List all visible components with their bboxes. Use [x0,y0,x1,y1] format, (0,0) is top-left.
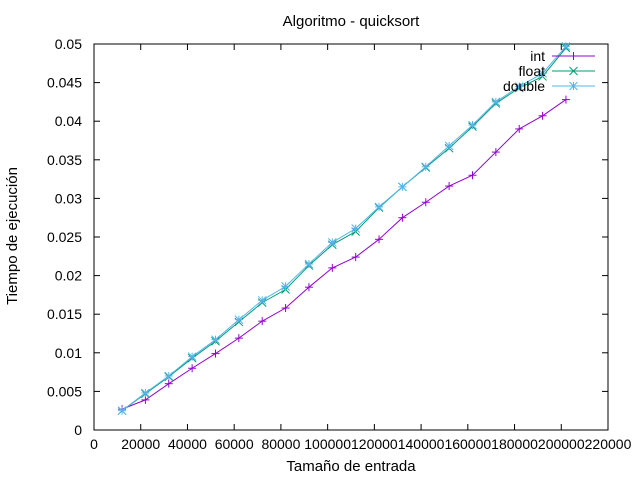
data-point-int [304,283,313,292]
data-point-int [188,364,197,373]
y-axis-label: Tiempo de ejecución [4,167,21,305]
data-point-double [468,120,477,130]
x-tick-label: 0 [90,436,98,452]
data-point-int [561,95,570,104]
data-point-int [328,263,337,272]
data-point-int [351,253,360,262]
y-tick-label: 0.045 [47,75,82,91]
data-point-int [141,395,150,404]
x-tick-label: 60000 [215,436,254,452]
data-point-int [491,148,500,157]
legend-marker-double [569,81,578,91]
data-point-double [561,41,571,51]
data-point-int [468,171,477,180]
data-point-double [374,202,384,212]
data-point-double [304,259,314,269]
data-point-double [538,68,547,78]
y-tick-label: 0.02 [55,268,82,284]
data-point-double [187,352,197,362]
data-point-int [281,304,290,313]
y-tick-label: 0.01 [55,345,82,361]
plot-border [93,43,609,431]
x-tick-label: 100000 [304,436,351,452]
data-point-double [351,224,361,233]
y-tick-label: 0.035 [47,152,82,168]
data-point-double [117,406,127,416]
data-point-double [398,182,407,192]
x-tick-label: 40000 [168,436,207,452]
data-point-double [281,282,290,291]
data-point-double [491,97,501,107]
data-point-double [164,371,174,381]
data-point-double [257,295,267,305]
data-point-int [234,334,243,343]
data-point-int [515,124,524,133]
y-tick-label: 0.015 [47,306,82,322]
series-line-int [121,99,567,410]
y-tick-label: 0.05 [55,36,82,52]
data-point-int [445,182,454,191]
data-point-double [141,388,150,398]
data-point-double [444,141,454,151]
data-point-double [421,162,431,172]
legend-label-int: int [530,48,545,64]
y-tick-label: 0.025 [47,229,82,245]
data-point-int [258,317,267,326]
data-point-int [538,111,547,120]
x-tick-label: 20000 [121,436,160,452]
legend-marker-int [569,52,578,60]
x-tick-label: 80000 [261,436,300,452]
data-point-int [398,213,407,222]
plot-area: 0 20000 40000 60000 80000 100000 120000 140000 1… [47,36,632,452]
data-point-int [211,349,220,358]
data-point-double [327,238,337,247]
x-tick-label: 220000 [585,436,632,452]
y-tick-label: 0 [74,422,82,438]
x-tick-label: 160000 [444,436,491,452]
legend-label-float: float [519,63,546,79]
x-tick-label: 140000 [398,436,445,452]
legend-label-double: double [503,78,545,94]
data-point-int [375,235,384,244]
x-axis-label: Tamaño de entrada [286,458,416,475]
data-point-double [234,315,244,324]
data-point-double [514,82,524,91]
data-point-int [164,379,173,388]
data-point-int [421,198,430,207]
x-tick-label: 180000 [491,436,538,452]
y-tick-label: 0.04 [55,113,82,129]
chart-title: Algoritmo - quicksort [283,13,421,30]
y-tick-label: 0.03 [55,190,82,206]
x-tick-label: 120000 [351,436,398,452]
y-tick-label: 0.005 [47,383,82,399]
data-point-double [211,335,220,345]
x-tick-label: 200000 [538,436,585,452]
legend-marker-float [569,66,578,76]
